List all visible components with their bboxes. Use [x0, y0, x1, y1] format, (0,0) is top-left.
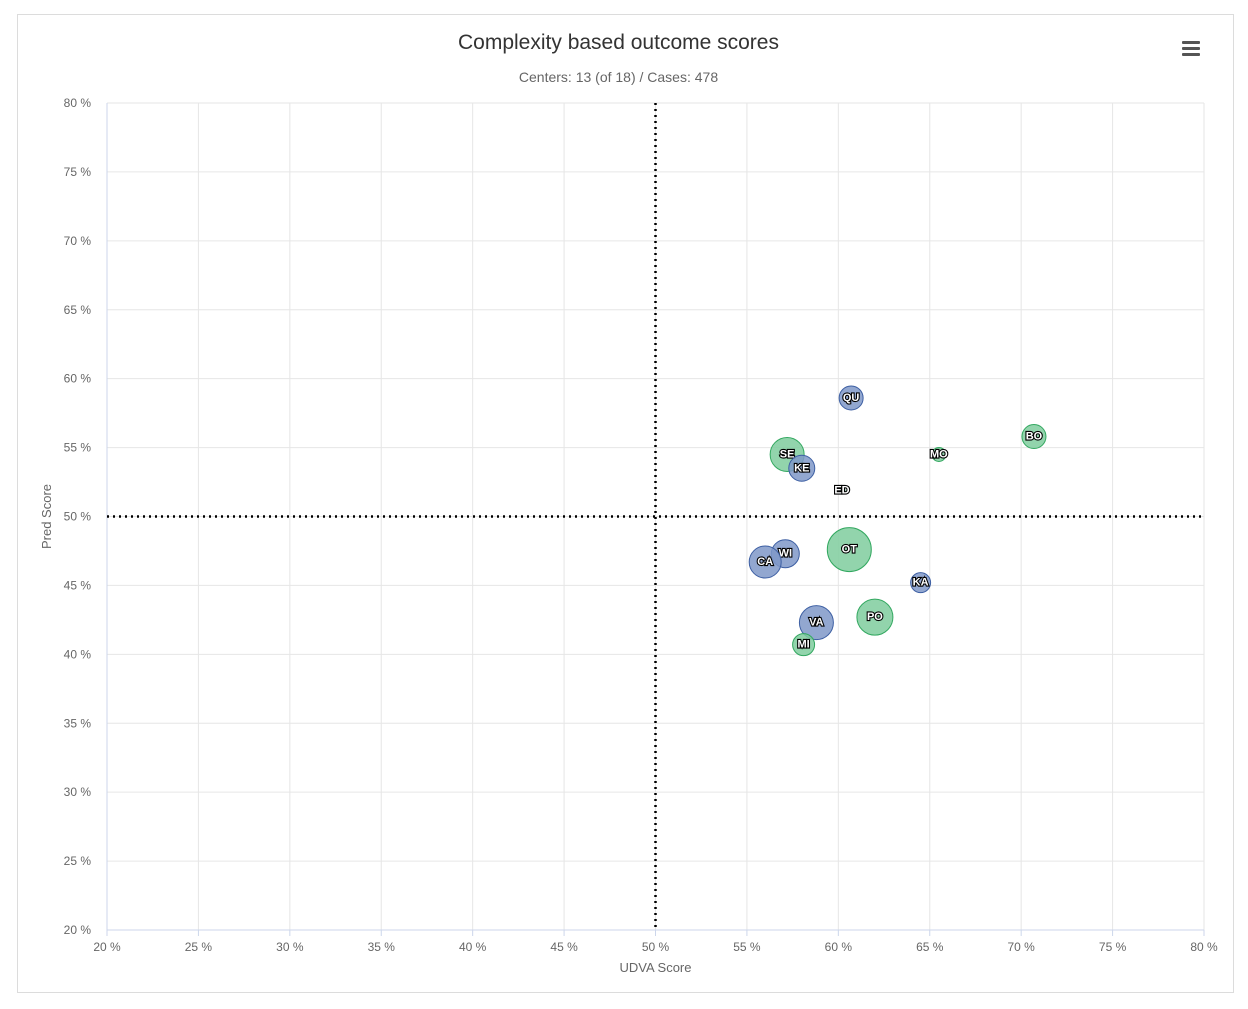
y-tick-label: 25 % — [64, 854, 92, 868]
bubble-label: OT — [842, 544, 858, 556]
chart-title: Complexity based outcome scores — [458, 31, 779, 54]
bubble-label: VA — [809, 617, 824, 629]
x-tick-label: 60 % — [825, 940, 853, 954]
hamburger-menu-icon[interactable] — [1178, 36, 1204, 60]
x-axis-title: UDVA Score — [619, 960, 691, 975]
y-tick-label: 40 % — [64, 647, 92, 661]
bubble[interactable] — [792, 633, 816, 657]
bubble-label: MI — [797, 639, 809, 651]
bubble-label: KE — [794, 462, 809, 474]
y-tick-label: 35 % — [64, 716, 92, 730]
y-tick-label: 60 % — [64, 372, 92, 386]
x-tick-label: 75 % — [1099, 940, 1127, 954]
x-tick-label: 30 % — [276, 940, 304, 954]
bubble-label: CA — [757, 556, 773, 568]
y-tick-label: 50 % — [64, 510, 92, 524]
menu-bar — [1182, 40, 1200, 44]
bubble-label: ED — [834, 484, 849, 496]
menu-bar — [1182, 46, 1200, 50]
bubble[interactable] — [838, 486, 846, 494]
chart-container — [17, 14, 1234, 993]
x-tick-label: 80 % — [1190, 940, 1218, 954]
bubble-label: KA — [913, 577, 929, 589]
y-tick-label: 55 % — [64, 441, 92, 455]
bubble[interactable] — [798, 605, 834, 641]
x-tick-label: 50 % — [642, 940, 670, 954]
bubble-label: SE — [780, 448, 795, 460]
bubble[interactable] — [931, 446, 947, 462]
x-tick-label: 65 % — [916, 940, 944, 954]
y-tick-label: 70 % — [64, 234, 92, 248]
x-tick-label: 55 % — [733, 940, 761, 954]
y-tick-label: 80 % — [64, 96, 92, 110]
y-tick-label: 30 % — [64, 785, 92, 799]
menu-bar — [1182, 52, 1200, 56]
bubble-label: QU — [843, 392, 860, 404]
chart-subtitle: Centers: 13 (of 18) / Cases: 478 — [518, 69, 719, 85]
bubble[interactable] — [838, 385, 864, 411]
y-tick-label: 20 % — [64, 923, 92, 937]
bubble[interactable] — [856, 598, 894, 636]
bubble[interactable] — [788, 454, 816, 482]
bubble-label: PO — [867, 611, 883, 623]
bubble-label: MO — [930, 448, 948, 460]
x-tick-label: 45 % — [550, 940, 578, 954]
x-tick-label: 40 % — [459, 940, 487, 954]
y-tick-label: 45 % — [64, 578, 92, 592]
x-tick-label: 70 % — [1007, 940, 1035, 954]
bubble[interactable] — [748, 545, 782, 579]
axes: 20 % 25 % 30 % 35 % 40 % 45 % 50 % 55 % 60 % 65 %… — [64, 96, 1218, 954]
bubble[interactable] — [910, 572, 932, 594]
bubble-label: BO — [1026, 431, 1043, 443]
bubble-label: WI — [779, 548, 792, 560]
y-tick-label: 65 % — [64, 303, 92, 317]
bubble[interactable] — [1021, 424, 1047, 450]
x-tick-label: 25 % — [185, 940, 213, 954]
grid-lines — [106, 102, 1205, 931]
y-tick-label: 75 % — [64, 165, 92, 179]
bubble[interactable] — [826, 527, 872, 573]
x-tick-label: 35 % — [368, 940, 396, 954]
x-tick-label: 20 % — [93, 940, 121, 954]
y-axis-title: Pred Score — [39, 484, 54, 549]
